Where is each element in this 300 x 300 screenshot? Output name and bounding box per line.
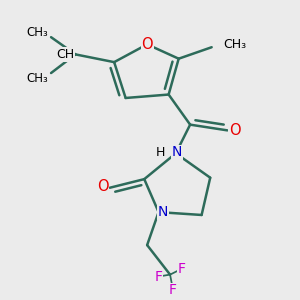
Text: F: F — [178, 262, 185, 276]
Text: F: F — [169, 284, 177, 297]
Text: CH₃: CH₃ — [26, 26, 48, 38]
Text: CH₃: CH₃ — [224, 38, 247, 51]
Text: O: O — [229, 123, 240, 138]
Text: O: O — [97, 179, 109, 194]
Text: F: F — [154, 271, 163, 284]
Text: H: H — [155, 146, 165, 159]
Text: N: N — [158, 205, 168, 219]
Text: CH₃: CH₃ — [26, 72, 48, 85]
Text: N: N — [172, 146, 182, 160]
Text: CH: CH — [56, 48, 74, 61]
Text: O: O — [141, 37, 153, 52]
